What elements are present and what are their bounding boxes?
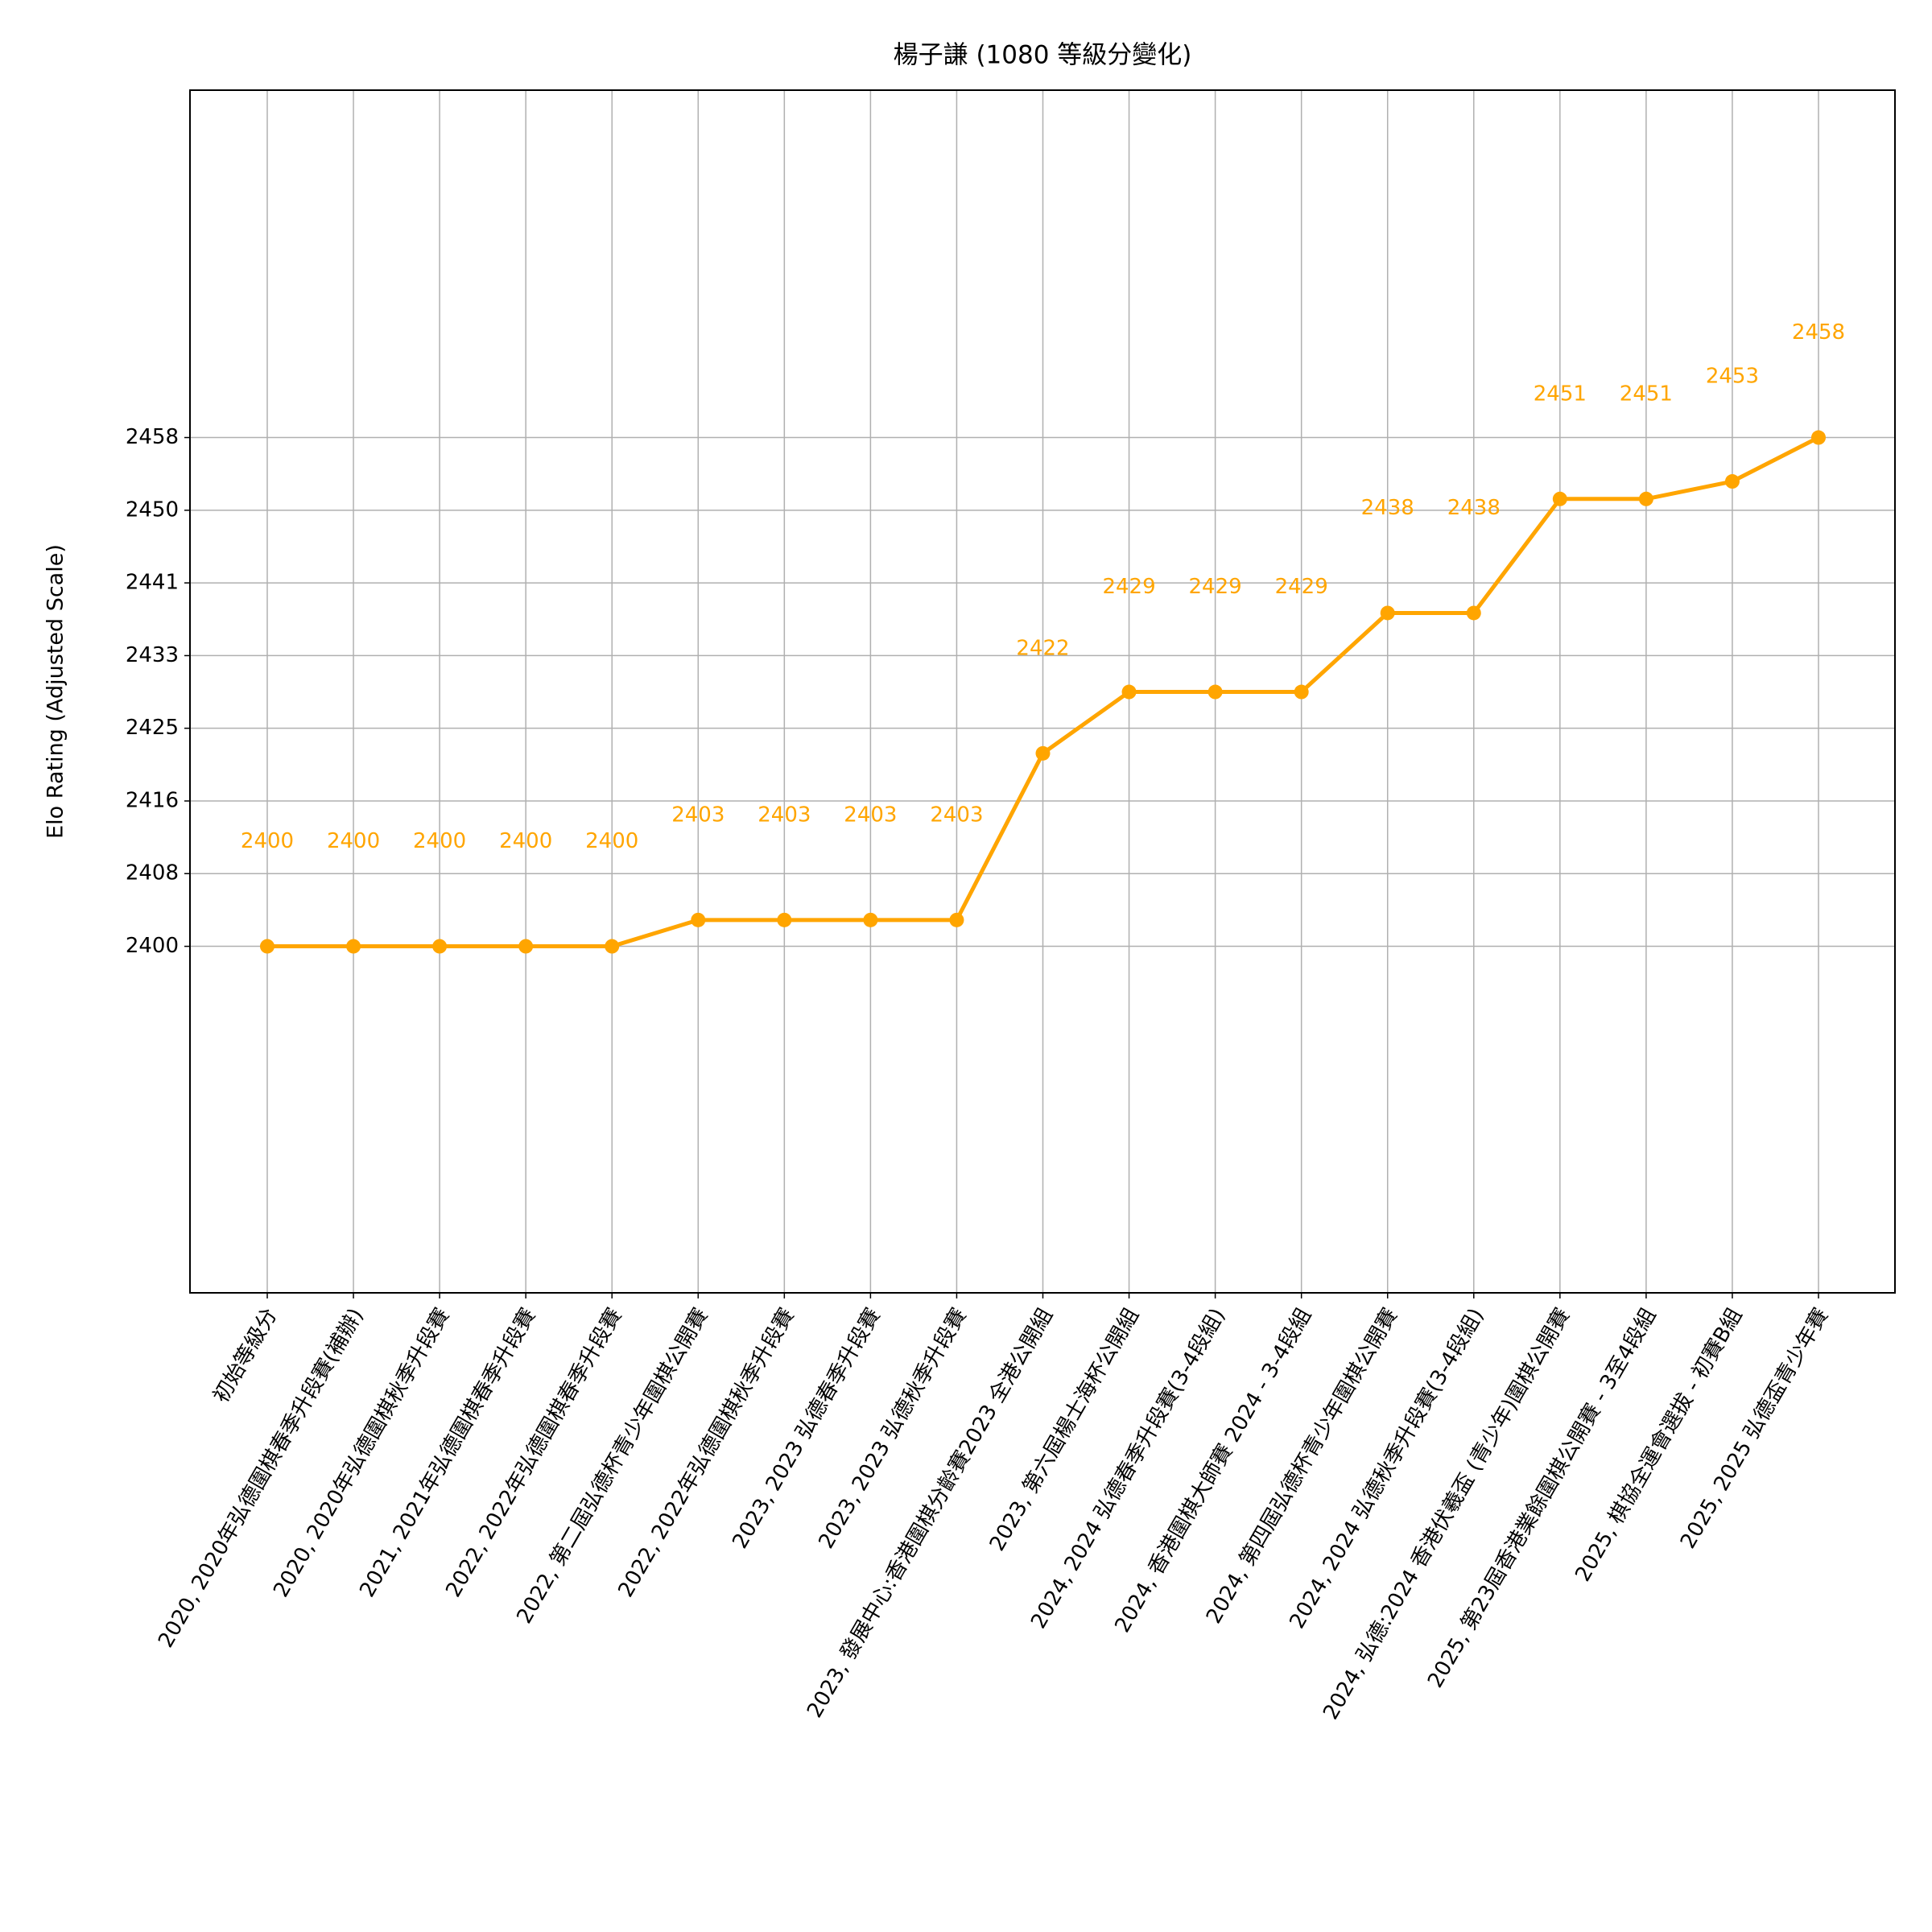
y-tick-label: 2408 — [126, 861, 179, 886]
data-label: 2429 — [1102, 575, 1155, 599]
y-tick-label: 2458 — [126, 425, 179, 449]
chart-title: 楊子謙 (1080 等級分變化) — [894, 41, 1192, 70]
data-label: 2400 — [585, 829, 638, 853]
data-label: 2453 — [1706, 365, 1759, 389]
y-tick-label: 2441 — [126, 571, 179, 595]
point — [518, 939, 534, 954]
data-label: 2403 — [844, 803, 897, 827]
point — [1208, 684, 1223, 700]
data-label: 2429 — [1189, 575, 1242, 599]
point — [1724, 474, 1740, 489]
data-label: 2458 — [1792, 320, 1845, 345]
data-label: 2429 — [1275, 575, 1328, 599]
data-label: 2422 — [1016, 636, 1069, 660]
point — [260, 939, 275, 954]
data-label: 2400 — [413, 829, 466, 853]
y-tick-label: 2450 — [126, 497, 179, 522]
data-label: 2400 — [241, 829, 294, 853]
point — [1380, 605, 1395, 621]
point — [1552, 491, 1567, 506]
point — [691, 912, 706, 927]
plot-frame — [189, 89, 1896, 1294]
y-tick-label: 2425 — [126, 716, 179, 740]
data-label: 2400 — [327, 829, 380, 853]
data-label: 2451 — [1534, 382, 1587, 406]
data-label: 2403 — [758, 803, 811, 827]
data-label: 2403 — [930, 803, 983, 827]
point — [1466, 605, 1481, 621]
y-axis-label: Elo Rating (Adjusted Scale) — [43, 544, 68, 839]
point — [605, 939, 620, 954]
point — [1638, 491, 1653, 506]
point — [346, 939, 361, 954]
point — [777, 912, 792, 927]
point — [1811, 430, 1826, 445]
data-label: 2451 — [1620, 382, 1673, 406]
point — [1035, 745, 1051, 761]
point — [1121, 684, 1137, 700]
data-label: 2400 — [499, 829, 552, 853]
y-tick-label: 2416 — [126, 788, 179, 812]
data-label: 2438 — [1447, 496, 1501, 520]
point — [1294, 684, 1309, 700]
point — [949, 912, 964, 927]
y-tick-label: 2433 — [126, 643, 179, 667]
point — [432, 939, 448, 954]
point — [863, 912, 878, 927]
data-label: 2438 — [1361, 496, 1414, 520]
y-tick-label: 2400 — [126, 934, 179, 958]
data-label: 2403 — [671, 803, 724, 827]
